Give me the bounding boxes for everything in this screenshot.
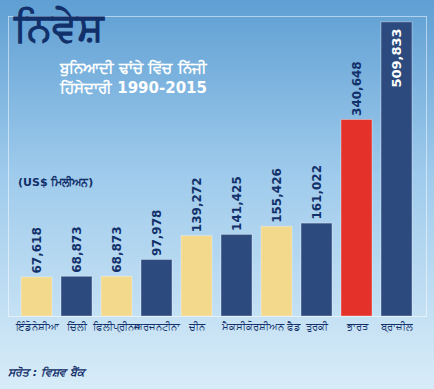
svg-text:340,648: 340,648 xyxy=(350,61,364,116)
svg-text:68,873: 68,873 xyxy=(70,226,84,272)
svg-text:ਚੀਨ: ਚੀਨ xyxy=(188,321,206,332)
svg-text:ਭਾਰਤ: ਭਾਰਤ xyxy=(346,321,369,332)
svg-text:ਇੰਡੋਨੇਸ਼ੀਆ: ਇੰਡੋਨੇਸ਼ੀਆ xyxy=(15,320,60,332)
svg-text:161,022: 161,022 xyxy=(310,165,324,220)
svg-text:ਰਸ਼ੀਅਨ ਫੈਡ: ਰਸ਼ੀਅਨ ਫੈਡ xyxy=(252,321,301,332)
html-text:ਬੁਨਿਆਦੀ ਢਾਂਚੇ ਵਿੱਚ ਨਿੱਜੀ ਹਿੱਸੇ: ਬੁਨਿਆਦੀ ਢਾਂਚੇ ਵਿੱਚ ਨਿੱਜੀ ਹਿੱਸੇਦਾਰੀ 1990-… xyxy=(60,59,207,97)
svg-text:68,873: 68,873 xyxy=(110,226,124,272)
svg-text:509,833: 509,833 xyxy=(389,28,404,87)
svg-text:67,618: 67,618 xyxy=(30,227,44,273)
svg-text:141,425: 141,425 xyxy=(230,176,244,231)
html-text:ਸਰੋਤ : ਵਿਸ਼ਵ ਬੈਂਕ: ਸਰੋਤ : ਵਿਸ਼ਵ ਬੈਂਕ xyxy=(8,366,85,379)
svg-text:97,978: 97,978 xyxy=(150,210,164,256)
html-text:(US$ ਮਿਲੀਅਨ): (US$ ਮਿਲੀਅਨ) xyxy=(18,176,94,189)
svg-text:ਅਰਜਨਟੀਨਾ: ਅਰਜਨਟੀਨਾ xyxy=(133,321,181,332)
svg-text:ਫਿਲੀਪ੍ਰੀਨਜ: ਫਿਲੀਪ੍ਰੀਨਜ xyxy=(93,320,141,332)
html-text:ਨਿਵੇਸ਼: ਨਿਵੇਸ਼ xyxy=(14,3,104,50)
svg-text:ਤੁਰਕੀ: ਤੁਰਕੀ xyxy=(305,321,329,332)
svg-text:155,426: 155,426 xyxy=(270,168,284,223)
svg-text:139,272: 139,272 xyxy=(190,177,204,232)
svg-text:ਚਿੱਲੀ: ਚਿੱਲੀ xyxy=(66,321,88,332)
svg-text:ਮੈਕਸੀਕੋ: ਮੈਕਸੀਕੋ xyxy=(221,320,253,332)
svg-text:ਬ੍ਰਾਜ਼ੀਲ: ਬ੍ਰਾਜ਼ੀਲ xyxy=(380,321,413,333)
